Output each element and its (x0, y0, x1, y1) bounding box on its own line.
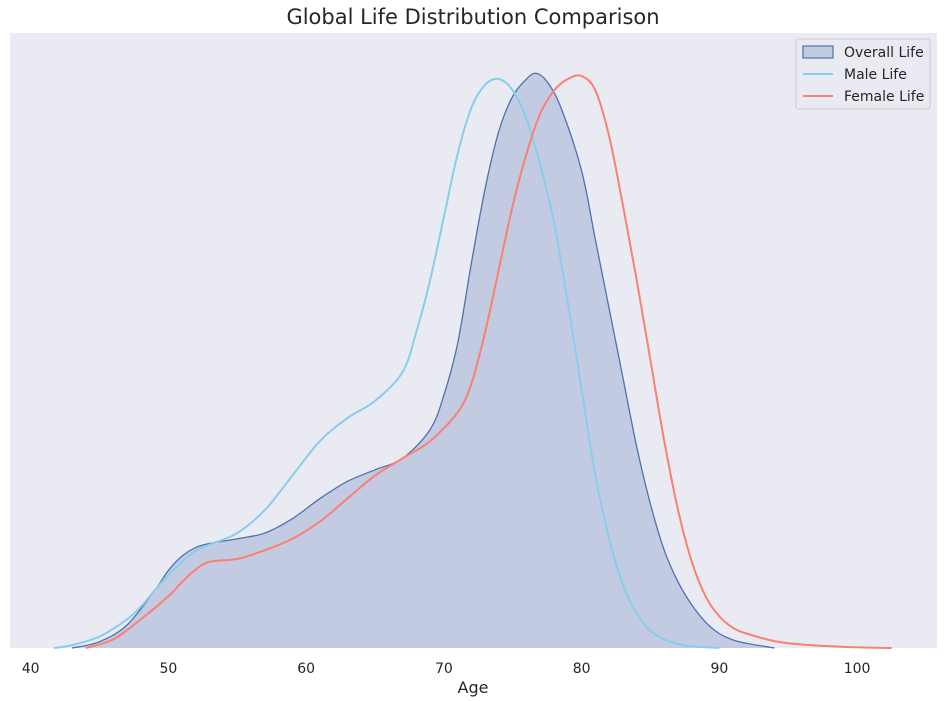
overall-life-line (71, 72, 775, 649)
x-tick-label: 70 (435, 661, 453, 677)
male-life-line (53, 77, 720, 649)
legend-label-male-life: Male Life (844, 67, 907, 83)
legend-swatch-overall-life (802, 45, 834, 59)
female-life-line (85, 74, 892, 649)
x-axis-label: Age (458, 678, 489, 697)
x-axis-ticks: 40 50 60 70 80 90 100 (22, 661, 871, 677)
x-tick-label: 40 (22, 661, 40, 677)
x-tick-label: 80 (573, 661, 591, 677)
overall-life-area (71, 73, 775, 649)
chart-title: Global Life Distribution Comparison (286, 5, 659, 29)
x-tick-label: 50 (159, 661, 177, 677)
x-tick-label: 60 (297, 661, 315, 677)
series-layer (53, 72, 892, 649)
x-tick-label: 100 (844, 661, 871, 677)
legend: Overall Life Male Life Female Life (795, 38, 931, 110)
legend-label-overall-life: Overall Life (844, 45, 924, 61)
legend-label-female-life: Female Life (844, 89, 924, 105)
x-tick-label: 90 (710, 661, 728, 677)
